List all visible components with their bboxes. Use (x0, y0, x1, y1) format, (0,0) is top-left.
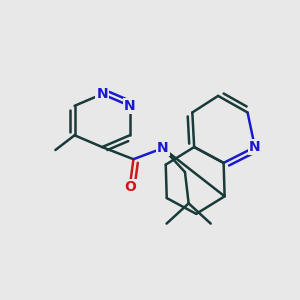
Text: N: N (157, 141, 169, 155)
Text: N: N (124, 99, 136, 113)
Text: N: N (249, 140, 261, 154)
Text: O: O (124, 180, 136, 194)
Text: N: N (96, 87, 108, 101)
